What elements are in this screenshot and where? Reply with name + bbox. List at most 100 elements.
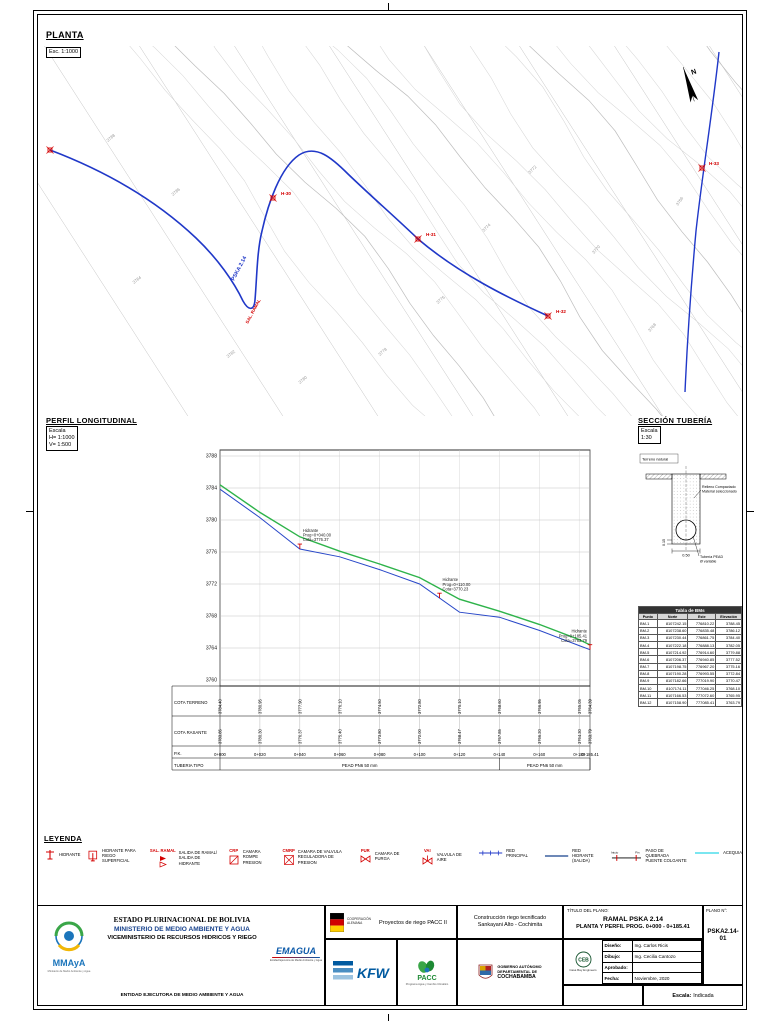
station-value: 0+120	[454, 752, 466, 757]
work-name-line1: Construcción riego tecnificado	[473, 914, 547, 921]
cota-terreno-value: 3764.39	[588, 698, 593, 714]
profile-annotations: HidranteProg=0+040.00Cota=3776.37Hidrant…	[297, 528, 593, 650]
branch-outlet-label: SAL. RAMAL	[244, 298, 261, 325]
legend-tag: VAI	[423, 848, 431, 853]
pacc-cell: PACC Programa Agua y Cambio Climático	[397, 939, 457, 1006]
tuberia-label-2: Ø variable	[700, 560, 716, 564]
series-cota-rasante	[219, 488, 591, 651]
table-row-label: COTA RASANTE	[174, 730, 207, 735]
legend-caption: (SALIDA)	[572, 858, 590, 864]
seccion-title: SECCIÓN TUBERÍA Escala 1:30	[638, 416, 712, 444]
cota-terreno-value: 3770.10	[457, 698, 462, 714]
legend-item-cmrp: CMRP CAMARA DE VALVULA REGULADORA DE PRE…	[282, 848, 351, 866]
cota-terreno-value: 3765.05	[577, 698, 582, 714]
cota-terreno-value: 3772.80	[417, 698, 422, 714]
elevation-tick: 3788	[206, 454, 217, 460]
perfil-scale-h: H= 1:1000	[49, 434, 75, 441]
perfil-title-text: PERFIL LONGITUDINAL	[46, 416, 137, 425]
legend-item-crp: CRP CAMARA ROMPE PRESION	[228, 848, 276, 866]
hydrant-network-line-icon	[544, 854, 569, 857]
legend-tag: CMRP	[282, 848, 295, 853]
seccion-scale-label: Escala	[641, 428, 658, 434]
hydrant-label: H-30	[281, 191, 291, 196]
air-valve-icon	[422, 855, 433, 865]
registration-tick	[388, 3, 389, 10]
hydrant-marker	[46, 146, 54, 154]
legend-caption: CAMARA DE PURGA	[374, 850, 400, 861]
branch-pipeline-path	[684, 51, 720, 393]
credits-table: Diseño: Ing. Carlos Ricis Dibujo: Ing. C…	[602, 940, 702, 984]
mmaya-logo: MMAyA Ministerio de Medio Ambiente y Agu…	[48, 921, 91, 973]
pipe-type-value: PEAD PN6 50 mm	[342, 763, 378, 768]
planta-scale: Esc. 1:1000	[46, 47, 82, 58]
hydrant-marker	[414, 235, 422, 243]
hydrant-marker	[297, 543, 303, 550]
planta-title: PLANTA Esc. 1:1000	[46, 30, 84, 58]
main-network-line-icon	[478, 850, 503, 856]
bm-col-header: Elevación	[715, 613, 742, 621]
legend-caption: RED HIDRANTE	[572, 848, 594, 859]
bm-row: BM-3 8107230.44 776861.75 3784.40	[638, 633, 742, 642]
legend-caption: RIEGO SUPERFICIAL	[102, 853, 130, 864]
main-pipeline-path	[49, 149, 549, 317]
pressure-regulator-chamber-icon	[283, 855, 294, 865]
ministerio-line: MINISTERIO DE MEDIO AMBIENTE Y AGUA	[114, 926, 250, 933]
legend-caption: ACEQUIA	[723, 850, 742, 856]
plan-number-value: PSKA2.14-01	[707, 928, 739, 942]
cota-terreno-value: 3777.90	[297, 698, 302, 714]
svg-text:Inicio: Inicio	[611, 850, 619, 854]
designer-name: Ing. Carlos Ricis	[632, 940, 702, 952]
hydrant-marker	[437, 592, 442, 599]
elevation-tick: 3768	[206, 614, 217, 620]
bm-table-body: BM-1 8107242.15 776810.22 3788.45 BM-2 8…	[638, 619, 742, 707]
cota-rasante-value: 3773.80	[377, 728, 382, 744]
project-name: Proyectos de riego PACC II	[379, 920, 447, 926]
bm-row: BM-11 8107166.53 777072.60 3765.95	[638, 691, 742, 700]
acequia-line-icon	[695, 852, 720, 854]
terreno-label-box	[639, 453, 679, 464]
cota-rasante-value: 3764.30	[577, 728, 582, 744]
work-name-line2: Sankayani Alto - Cochimita	[477, 922, 543, 928]
tuberia-leader	[692, 535, 700, 557]
station-value: 0+180	[573, 752, 585, 757]
legend-caption: HIDRANTE PARA	[102, 848, 136, 853]
cochabamba-shield-icon	[479, 964, 493, 979]
contour-label: 3782	[226, 349, 237, 359]
scale-value: Indicada	[693, 992, 714, 999]
hydrant-annotation: Hidrante	[443, 577, 459, 582]
bm-row: BM-2 8107238.60 776835.48 3786.12	[638, 626, 742, 635]
ceb-logo-icon: CEB	[575, 951, 591, 968]
legend-caption: PASO DE QUEBRADA	[645, 848, 669, 859]
legend-item-purga: PUR CAMARA DE PURGA	[359, 848, 414, 864]
drawing-title-label: TÍTULO DEL PLANO:	[567, 908, 609, 913]
contour-label: 3768	[647, 322, 658, 333]
legend-caption: REGULADORA DE PRESION	[297, 854, 334, 865]
cota-terreno-value: 3768.60	[497, 698, 502, 714]
profile-station-table: COTA TERRENO COTA RASANTE P.K. TUBERIA TIPO…	[171, 685, 599, 771]
suspension-crossing-icon: Inicio Fin	[611, 850, 641, 861]
bm-row: BM-9 8107182.66 777019.90 3770.47	[638, 676, 742, 686]
plan-number-cell: PLANO N°: PSKA2.14-01	[703, 905, 743, 985]
elevation-tick: 3760	[206, 678, 217, 684]
registration-tick	[388, 1014, 389, 1021]
bm-col-header: Este	[687, 613, 717, 621]
legend-item-hidrante-superficial: HIDRANTE PARA RIEGO SUPERFICIAL	[87, 848, 142, 863]
pipe-section-drawing: Terreno natural Relleno Compactado Mater…	[639, 453, 737, 564]
relleno-leader	[693, 489, 702, 499]
bm-col-header: Punto	[638, 613, 658, 621]
pacc-name: PACC	[417, 975, 437, 983]
contour-lines	[38, 46, 742, 416]
perfil-scale-v: V= 1:500	[49, 441, 72, 448]
station-value: 0+140	[493, 752, 505, 757]
registration-tick	[747, 511, 754, 512]
svg-text:Fin: Fin	[635, 850, 640, 854]
viceministerio-line: VICEMINISTERIO DE RECURSOS HIDRICOS Y RI…	[107, 935, 257, 941]
pressure-break-chamber-icon	[229, 855, 239, 865]
relleno-label-2: Material seleccionado	[702, 490, 737, 494]
legend-caption: CAMARA ROMPE	[242, 849, 261, 860]
table-row-label: P.K.	[174, 751, 182, 756]
planta-title-text: PLANTA	[46, 30, 84, 40]
hydrant-label: H-31	[426, 232, 436, 237]
contour-label: 3772	[527, 164, 538, 175]
